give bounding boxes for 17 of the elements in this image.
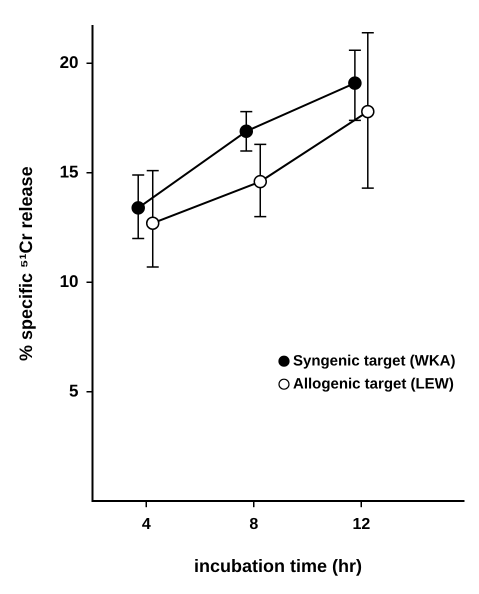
y-tick-label: 20 xyxy=(60,53,79,72)
point xyxy=(146,216,160,230)
x-tick-label: 12 xyxy=(352,516,370,534)
y-tick-label: 10 xyxy=(60,272,79,291)
x-axis-title: incubation time (hr) xyxy=(194,556,362,576)
y-tick-label: 15 xyxy=(60,162,79,182)
point xyxy=(361,104,375,118)
point xyxy=(131,201,145,215)
y-axis-title: % specific ⁵¹Cr release xyxy=(16,166,36,361)
y-tick-label: 5 xyxy=(69,381,79,400)
point xyxy=(240,124,254,138)
x-tick-label: 4 xyxy=(142,516,151,534)
legend-label: Allogenic target (LEW) xyxy=(292,375,454,392)
x-tick-label: 8 xyxy=(249,516,258,534)
point xyxy=(254,174,268,188)
point xyxy=(348,76,362,90)
legend-label: Syngenic target (WKA) xyxy=(292,352,456,370)
